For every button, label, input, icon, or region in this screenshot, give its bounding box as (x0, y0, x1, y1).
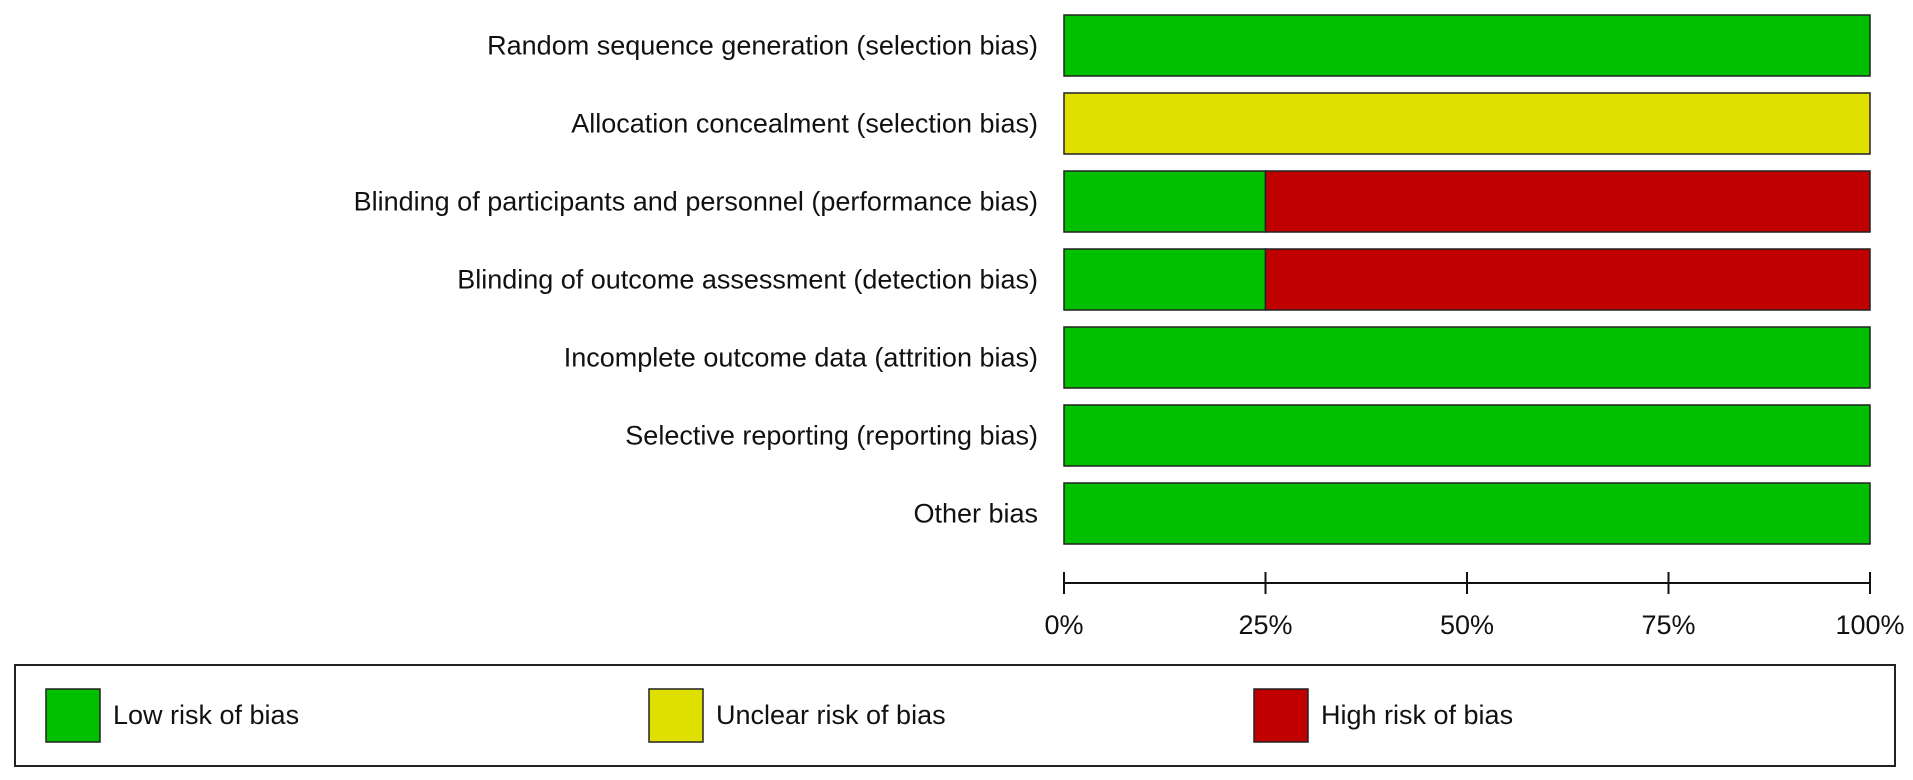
category-label: Other bias (913, 499, 1038, 529)
bar-segment (1063, 248, 1267, 311)
x-tick-label: 25% (1238, 610, 1292, 640)
legend-swatch (648, 688, 704, 743)
bar-segment (1063, 404, 1871, 467)
x-tick-label: 75% (1641, 610, 1695, 640)
category-label: Incomplete outcome data (attrition bias) (564, 343, 1038, 373)
legend-swatch (45, 688, 101, 743)
category-label: Blinding of outcome assessment (detectio… (457, 265, 1038, 295)
bar-segment (1264, 170, 1871, 233)
x-tick-label: 100% (1835, 610, 1904, 640)
legend-label: Low risk of bias (113, 700, 299, 730)
legend-label: Unclear risk of bias (716, 700, 946, 730)
x-tick-label: 0% (1044, 610, 1083, 640)
bar-segment (1063, 326, 1871, 389)
category-label: Allocation concealment (selection bias) (571, 109, 1038, 139)
category-label: Blinding of participants and personnel (… (354, 187, 1038, 217)
legend-label: High risk of bias (1321, 700, 1513, 730)
bar-segment (1063, 482, 1871, 545)
bar-segment (1063, 92, 1871, 155)
legend-swatch (1253, 688, 1309, 743)
category-label: Selective reporting (reporting bias) (625, 421, 1038, 451)
category-label: Random sequence generation (selection bi… (487, 31, 1038, 61)
bar-segment (1063, 170, 1267, 233)
x-tick-label: 50% (1440, 610, 1494, 640)
bar-segment (1063, 14, 1871, 77)
legend-box (14, 664, 1896, 767)
bar-segment (1264, 248, 1871, 311)
